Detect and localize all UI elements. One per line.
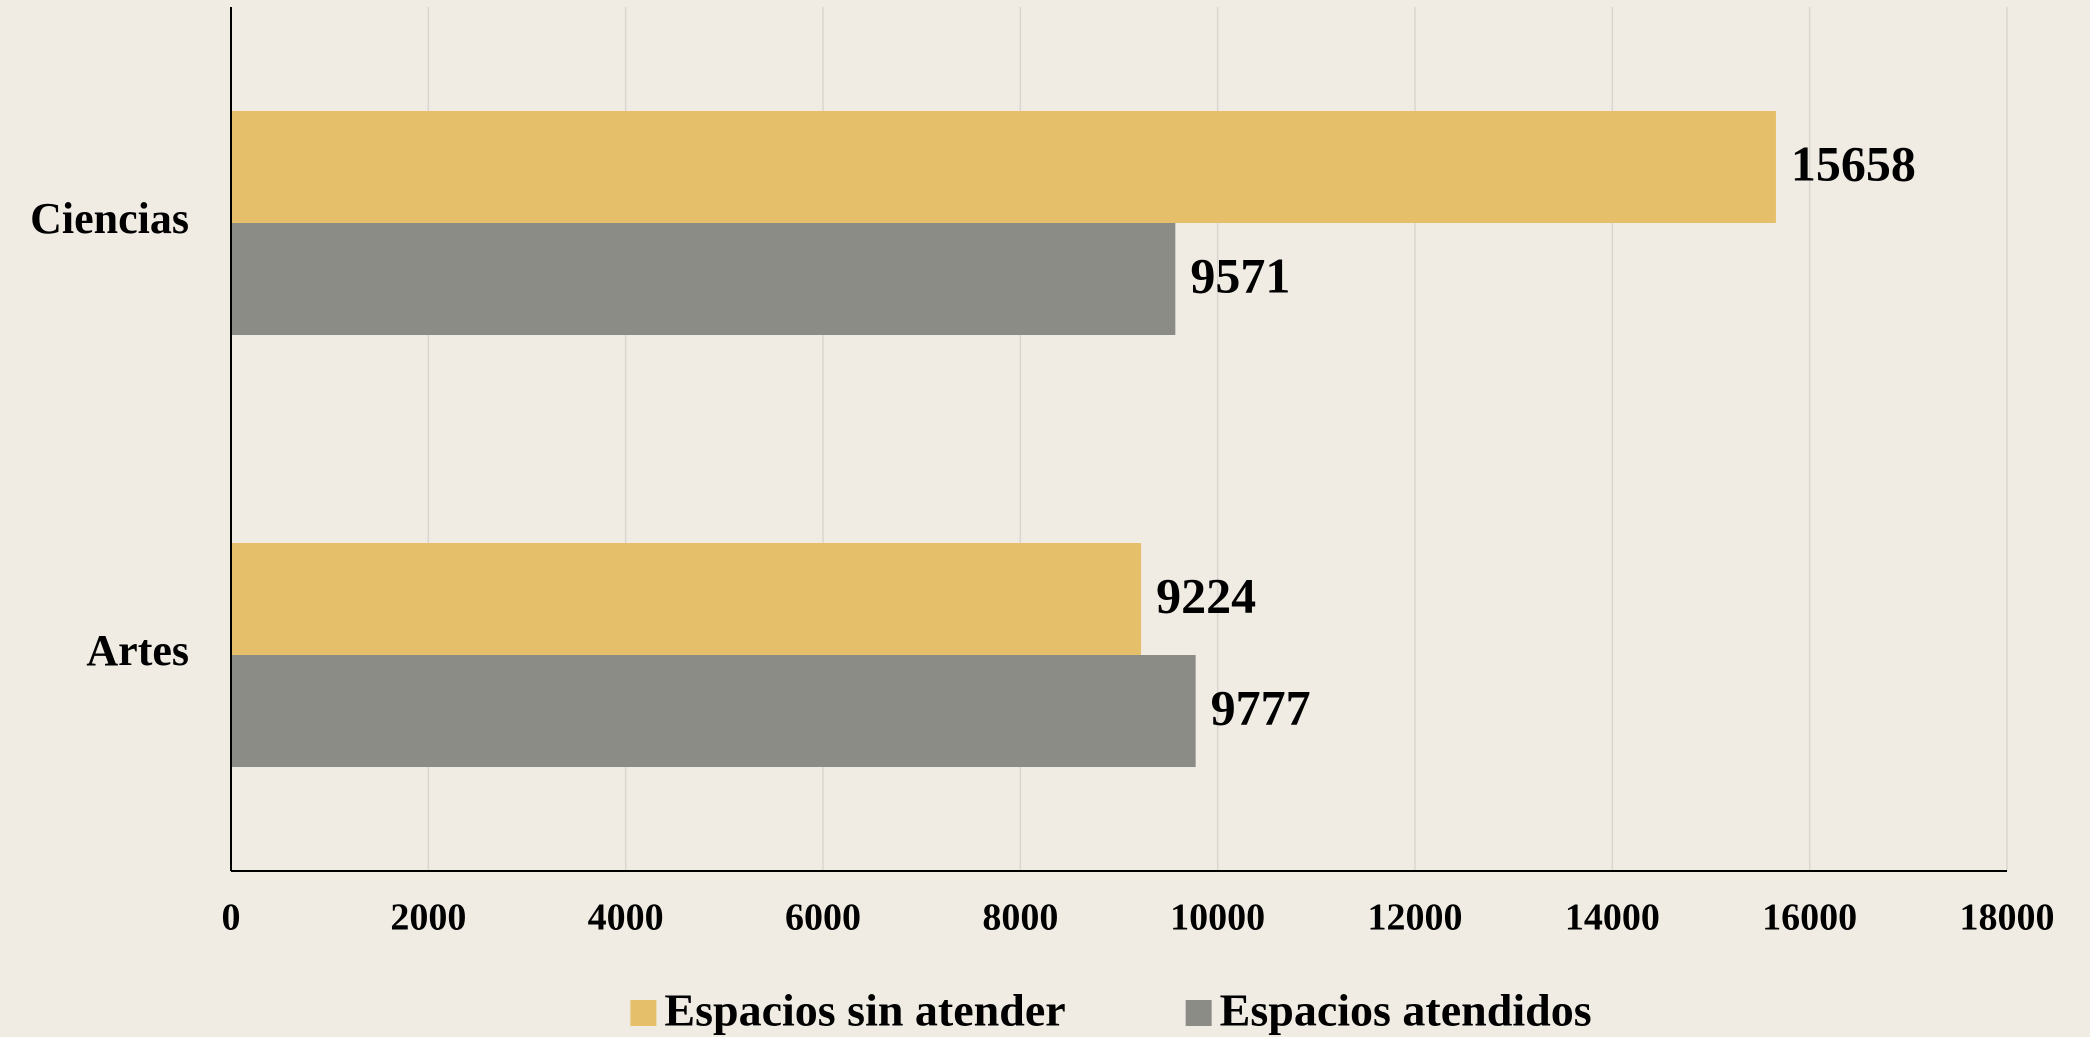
data-label: 9777 <box>1211 679 1311 735</box>
bar <box>231 655 1196 767</box>
legend-swatch <box>630 1000 657 1026</box>
x-tick-label: 8000 <box>982 897 1058 939</box>
y-tick-label: Ciencias <box>30 194 189 243</box>
legend: Espacios sin atender Espacios atendidos <box>630 985 1592 1036</box>
legend-label: Espacios atendidos <box>1220 985 1592 1036</box>
x-tick-label: 12000 <box>1368 897 1463 939</box>
x-tick-label: 16000 <box>1762 897 1857 939</box>
y-tick-label: Artes <box>86 626 189 675</box>
legend-label: Espacios sin atender <box>664 985 1065 1036</box>
x-tick-label: 6000 <box>785 897 861 939</box>
bar <box>231 223 1176 335</box>
x-tick-label: 18000 <box>1960 897 2055 939</box>
x-tick-label: 4000 <box>588 897 664 939</box>
x-tick-label: 14000 <box>1565 897 1660 939</box>
legend-swatch <box>1185 1000 1212 1026</box>
bar <box>231 111 1776 223</box>
data-label: 15658 <box>1791 135 1916 191</box>
data-label: 9224 <box>1156 567 1256 623</box>
x-tick-label: 10000 <box>1170 897 1265 939</box>
x-tick-label: 0 <box>222 897 241 939</box>
data-label: 9571 <box>1190 247 1290 303</box>
bar <box>231 543 1142 655</box>
x-tick-label: 2000 <box>390 897 466 939</box>
